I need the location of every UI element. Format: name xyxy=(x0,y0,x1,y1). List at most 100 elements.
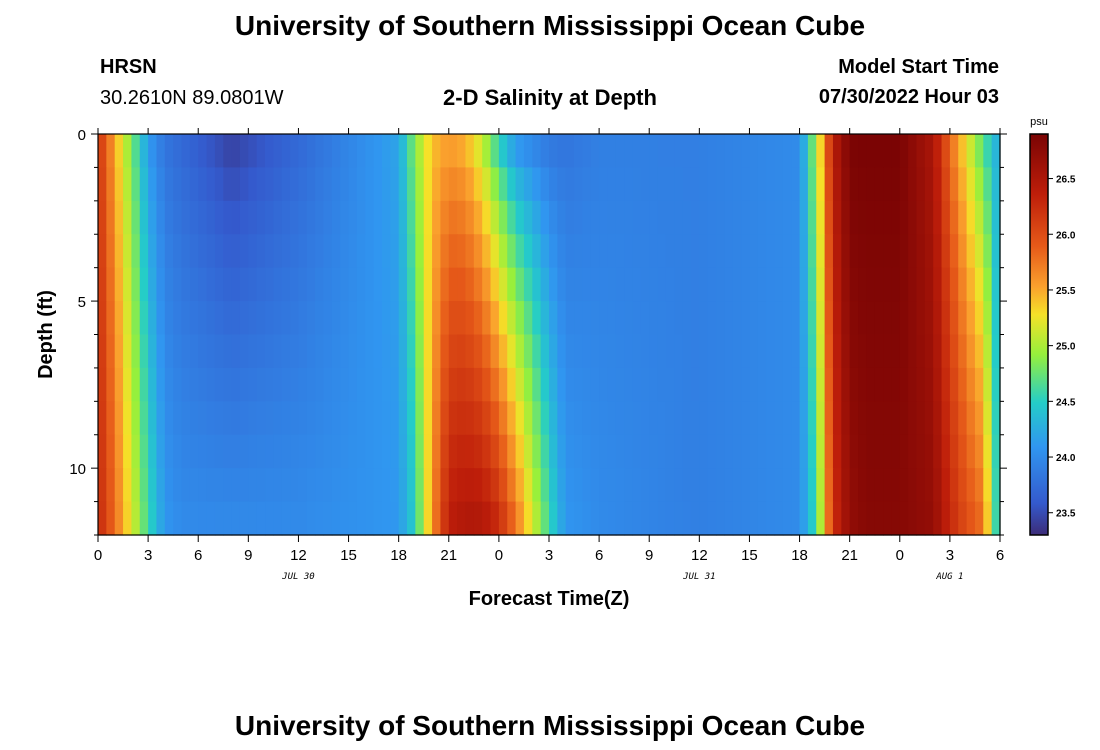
heatmap-cell xyxy=(791,167,801,202)
heatmap-cell xyxy=(958,301,968,336)
heatmap-cell xyxy=(690,134,700,169)
heatmap-cell xyxy=(841,167,851,202)
heatmap-cell xyxy=(632,267,642,302)
heatmap-cell xyxy=(181,200,191,235)
heatmap-cell xyxy=(432,468,442,503)
heatmap-cell xyxy=(565,301,575,336)
heatmap-cell xyxy=(398,468,408,503)
heatmap-cell xyxy=(423,434,433,469)
heatmap-cell xyxy=(958,134,968,169)
heatmap-cell xyxy=(490,401,500,436)
heatmap-cell xyxy=(565,501,575,536)
heatmap-cell xyxy=(457,434,467,469)
heatmap-cell xyxy=(732,267,742,302)
heatmap-cell xyxy=(473,334,483,369)
heatmap-cell xyxy=(749,367,759,402)
heatmap-cell xyxy=(949,134,959,169)
heatmap-cell xyxy=(816,134,826,169)
heatmap-cell xyxy=(498,234,508,269)
heatmap-cell xyxy=(114,167,124,202)
heatmap-cell xyxy=(640,501,650,536)
heatmap-cell xyxy=(991,167,1001,202)
heatmap-cell xyxy=(356,167,366,202)
heatmap-cell xyxy=(131,434,141,469)
heatmap-cell xyxy=(281,267,291,302)
heatmap-cell xyxy=(114,134,124,169)
heatmap-cell xyxy=(716,367,725,402)
heatmap-cell xyxy=(340,401,350,436)
heatmap-cell xyxy=(139,501,149,536)
x-tick-label: 6 xyxy=(595,547,603,564)
heatmap-cell xyxy=(415,234,425,269)
heatmap-cell xyxy=(741,434,751,469)
heatmap-cell xyxy=(582,301,592,336)
heatmap-cell xyxy=(874,468,884,503)
heatmap-cell xyxy=(440,401,450,436)
heatmap-cell xyxy=(832,367,842,402)
heatmap-cell xyxy=(757,434,767,469)
heatmap-cell xyxy=(265,167,274,202)
heatmap-cell xyxy=(223,367,233,402)
heatmap-cell xyxy=(148,367,158,402)
heatmap-cell xyxy=(565,367,575,402)
heatmap-cell xyxy=(256,367,266,402)
heatmap-cell xyxy=(891,234,901,269)
heatmap-cell xyxy=(381,468,391,503)
heatmap-cell xyxy=(298,367,308,402)
heatmap-cell xyxy=(507,367,517,402)
heatmap-cell xyxy=(974,401,984,436)
heatmap-cell xyxy=(173,468,183,503)
heatmap-cell xyxy=(189,134,199,169)
heatmap-cell xyxy=(348,200,358,235)
heatmap-cell xyxy=(682,301,692,336)
heatmap-cell xyxy=(757,200,767,235)
heatmap-cell xyxy=(891,434,901,469)
heatmap-cell xyxy=(156,434,166,469)
heatmap-cell xyxy=(574,401,584,436)
heatmap-cell xyxy=(640,367,650,402)
heatmap-cell xyxy=(724,367,734,402)
heatmap-cell xyxy=(348,234,358,269)
heatmap-cell xyxy=(398,200,408,235)
heatmap-cell xyxy=(473,301,483,336)
heatmap-cell xyxy=(315,200,325,235)
heatmap-cell xyxy=(891,200,901,235)
heatmap-cell xyxy=(98,501,107,536)
heatmap-cell xyxy=(256,167,266,202)
heatmap-cell xyxy=(265,134,274,169)
heatmap-cell xyxy=(841,367,851,402)
heatmap-cell xyxy=(799,401,809,436)
heatmap-cell xyxy=(958,501,968,536)
heatmap-cell xyxy=(874,301,884,336)
heatmap-cell xyxy=(348,301,358,336)
heatmap-cell xyxy=(949,267,959,302)
heatmap-cell xyxy=(958,267,968,302)
heatmap-cell xyxy=(248,468,258,503)
heatmap-cell xyxy=(941,501,951,536)
heatmap-cell xyxy=(974,200,984,235)
heatmap-cell xyxy=(465,134,475,169)
heatmap-cell xyxy=(949,301,959,336)
x-tick-label: 9 xyxy=(645,547,653,564)
heatmap-cell xyxy=(540,234,550,269)
heatmap-cell xyxy=(239,401,249,436)
heatmap-cell xyxy=(657,301,667,336)
heatmap-cell xyxy=(791,234,801,269)
heatmap-cell xyxy=(741,301,751,336)
heatmap-cell xyxy=(991,367,1001,402)
heatmap-cell xyxy=(991,134,1001,169)
heatmap-cell xyxy=(482,434,492,469)
heatmap-cell xyxy=(214,468,224,503)
heatmap-cell xyxy=(791,334,801,369)
heatmap-cell xyxy=(148,234,158,269)
heatmap-cell xyxy=(498,401,508,436)
heatmap-cell xyxy=(766,134,776,169)
heatmap-cell xyxy=(340,167,350,202)
heatmap-cell xyxy=(498,501,508,536)
heatmap-cell xyxy=(924,468,934,503)
heatmap-cell xyxy=(724,167,734,202)
heatmap-cell xyxy=(557,434,567,469)
heatmap-cell xyxy=(757,134,767,169)
heatmap-cell xyxy=(682,468,692,503)
